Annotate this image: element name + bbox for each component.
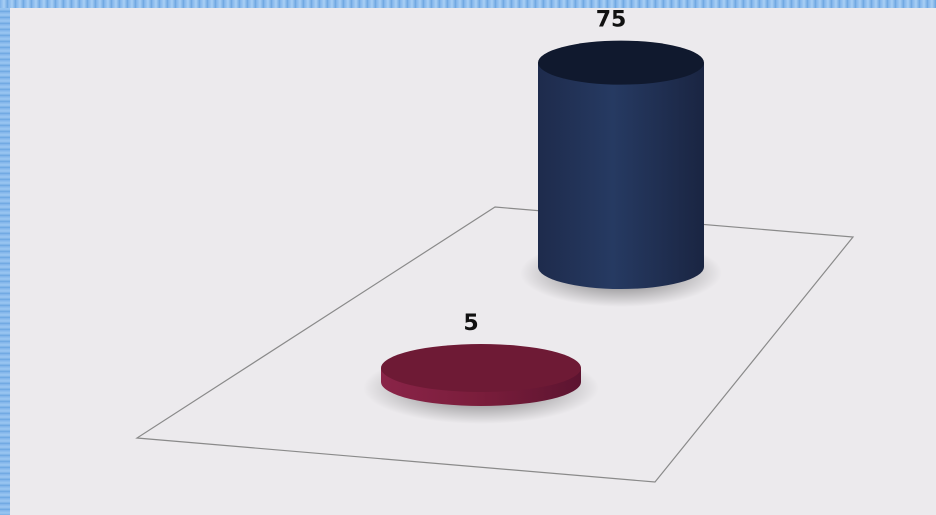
chart-marks: 5 75 — [363, 8, 722, 424]
cylinder-body-1 — [538, 62, 704, 289]
data-label-1: 75 — [596, 8, 627, 33]
cylinder-top-1 — [538, 40, 704, 85]
frame-edge-top — [0, 0, 936, 8]
data-label-0: 5 — [463, 311, 478, 336]
floor-plane — [135, 206, 855, 483]
cylinder-top-0 — [381, 344, 581, 392]
frame-edge-left — [0, 0, 10, 515]
